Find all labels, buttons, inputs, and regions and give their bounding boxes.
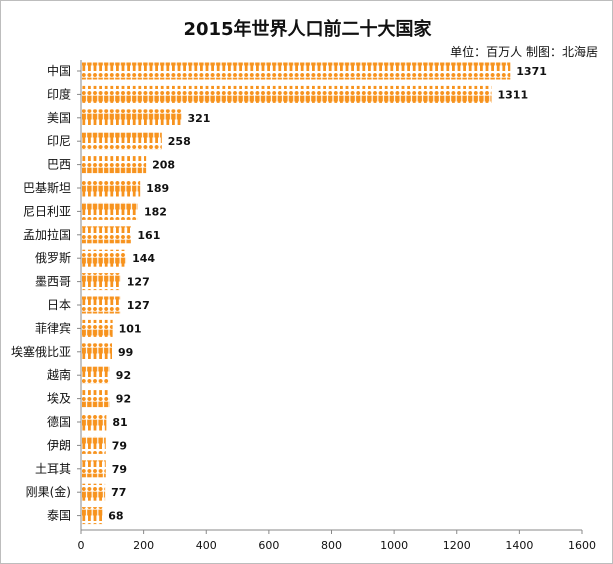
category-label: 土耳其 [35,462,71,476]
category-label: 美国 [47,111,71,125]
category-label: 尼日利亚 [23,204,71,218]
bar-19 [82,507,103,525]
value-label: 189 [146,182,169,195]
value-label: 182 [144,205,167,218]
bar-14 [82,390,110,408]
value-label: 79 [112,463,127,476]
category-label: 中国 [47,63,71,78]
bar-4 [82,156,147,174]
category-label: 印尼 [47,134,71,148]
bar-0 [82,62,511,80]
bar-5 [82,179,141,197]
bar-8 [82,249,127,267]
category-label: 泰国 [47,509,71,523]
value-label: 79 [112,439,127,452]
category-label: 刚果(金) [26,484,71,499]
x-tick-label: 1600 [568,539,596,552]
value-label: 77 [111,486,126,499]
x-tick-label: 0 [78,539,85,552]
value-label: 92 [116,369,131,382]
bar-1 [82,85,492,103]
bar-12 [82,343,112,361]
category-label: 伊朗 [47,438,71,452]
category-label: 埃及 [47,392,71,406]
bar-16 [82,436,106,454]
bar-15 [82,413,107,431]
value-label: 208 [152,159,175,172]
bar-13 [82,366,110,384]
bar-6 [82,202,138,220]
value-label: 161 [137,229,160,242]
value-label: 101 [119,322,142,335]
category-label: 越南 [47,367,71,382]
bar-11 [82,319,113,337]
value-label: 127 [127,299,150,312]
x-tick-label: 1400 [505,539,533,552]
bar-9 [82,273,121,291]
category-label: 埃塞俄比亚 [11,344,71,359]
category-label: 日本 [47,298,71,312]
x-tick-label: 200 [133,539,154,552]
value-label: 321 [188,112,211,125]
value-label: 92 [116,393,131,406]
x-tick-label: 1200 [443,539,471,552]
x-tick-label: 600 [258,539,279,552]
chart-subtitle: 单位：百万人 制图：北海居 [450,45,598,59]
value-label: 68 [108,510,123,523]
bar-3 [82,132,162,150]
value-label: 258 [168,135,191,148]
category-label: 菲律宾 [35,320,71,335]
category-label: 巴基斯坦 [23,181,71,195]
chart-title: 2015年世界人口前二十大国家 [183,19,432,40]
category-label: 巴西 [47,158,71,172]
value-label: 127 [127,276,150,289]
value-label: 81 [112,416,127,429]
category-label: 印度 [47,86,71,101]
x-tick-label: 1000 [380,539,408,552]
value-label: 144 [132,252,155,265]
category-label: 俄罗斯 [35,251,71,265]
bar-18 [82,483,106,501]
bar-17 [82,460,106,478]
category-label: 孟加拉国 [23,227,71,242]
x-tick-label: 800 [321,539,342,552]
bar-10 [82,296,121,314]
bar-7 [82,226,132,244]
category-label: 德国 [47,414,71,429]
x-tick-label: 400 [196,539,217,552]
value-label: 99 [118,346,133,359]
category-label: 墨西哥 [35,275,71,289]
bar-2 [82,109,182,127]
value-label: 1311 [498,88,529,101]
value-label: 1371 [516,65,547,78]
